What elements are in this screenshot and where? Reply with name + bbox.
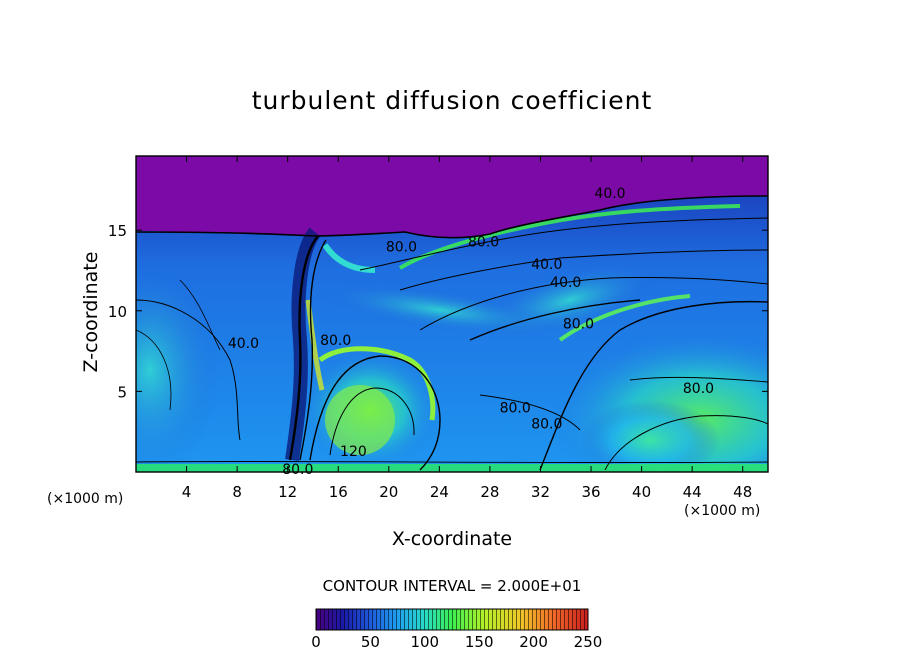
x-tick-label: 16 <box>329 483 348 501</box>
y-tick-label: 15 <box>108 222 127 240</box>
plot-frame <box>135 155 769 473</box>
contour-label: 80.0 <box>386 239 417 255</box>
x-unit-label-left: (×1000 m) <box>47 491 124 507</box>
contour-label: 40.0 <box>550 275 581 291</box>
x-tick-label: 8 <box>232 483 242 501</box>
colorbar-tick-label: 150 <box>465 633 494 651</box>
y-axis-ticks: 5 10 15 <box>108 222 768 401</box>
colorbar-tick-label: 200 <box>519 633 548 651</box>
contour-label: 80.0 <box>683 381 714 397</box>
x-tick-label: 20 <box>379 483 398 501</box>
contour-lines <box>136 195 768 471</box>
colorbar-ticks: 0 50 100 150 200 250 <box>311 633 602 651</box>
contour-label: 80.0 <box>468 234 499 250</box>
colorbar-tick-label: 250 <box>574 633 603 651</box>
x-axis-ticks: 4 8 12 16 20 24 28 32 36 40 44 48 <box>182 156 752 501</box>
colorbar-tick-label: 50 <box>361 633 380 651</box>
contour-label: 80.0 <box>531 417 562 433</box>
contour-label: 80.0 <box>563 317 594 333</box>
x-tick-label: 44 <box>683 483 702 501</box>
y-tick-label: 10 <box>108 303 127 321</box>
x-tick-label: 32 <box>531 483 550 501</box>
x-tick-label: 4 <box>182 483 192 501</box>
x-axis-label: X-coordinate <box>391 528 513 550</box>
x-tick-label: 12 <box>278 483 297 501</box>
x-tick-label: 36 <box>581 483 600 501</box>
contour-label: 80.0 <box>320 333 351 349</box>
contour-label: 40.0 <box>531 257 562 273</box>
x-tick-label: 28 <box>480 483 499 501</box>
colorbar: 0 50 100 150 200 250 <box>311 608 602 651</box>
contour-label: 80.0 <box>500 401 531 417</box>
diffusion-field <box>136 156 768 472</box>
x-tick-label: 48 <box>733 483 752 501</box>
contour-interval-text: CONTOUR INTERVAL = 2.000E+01 <box>322 577 582 595</box>
contour-label: 120 <box>340 444 367 460</box>
y-tick-label: 5 <box>117 383 127 401</box>
contour-labels: 40.080.0 80.040.040.080.040.0 80.080.080.0… <box>228 186 714 478</box>
colorbar-tick-label: 100 <box>410 633 439 651</box>
contour-label: 40.0 <box>228 336 259 352</box>
chart-title: turbulent diffusion coefficient <box>251 86 653 115</box>
colorbar-tick-label: 0 <box>311 633 321 651</box>
x-tick-label: 40 <box>632 483 651 501</box>
contour-label: 80.0 <box>282 462 313 478</box>
x-tick-label: 24 <box>430 483 449 501</box>
colorbar-hatch <box>316 609 588 630</box>
x-unit-label-right: (×1000 m) <box>684 503 761 519</box>
contour-label: 40.0 <box>594 186 625 202</box>
colorbar-frame <box>315 608 589 631</box>
